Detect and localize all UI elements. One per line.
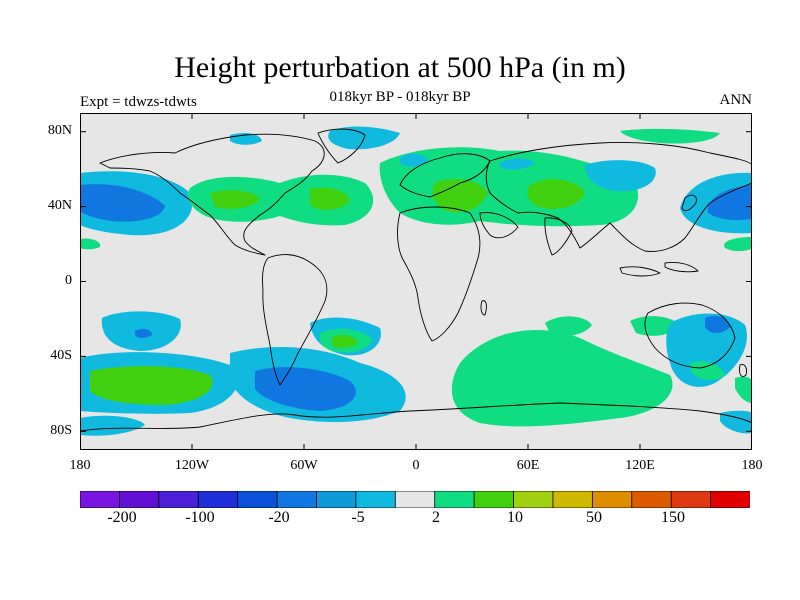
colorbar-swatch <box>158 491 199 508</box>
lon-label: 180 <box>741 458 763 473</box>
contour-region <box>135 328 152 338</box>
coastline-australia <box>644 302 736 369</box>
lat-label: 40N <box>47 198 72 213</box>
lat-label: 80S <box>50 423 72 438</box>
contour-region <box>451 330 673 427</box>
coastline-south-america <box>262 254 328 386</box>
colorbar-swatch <box>710 491 750 508</box>
contour-region <box>210 190 260 209</box>
contour-region <box>620 128 720 144</box>
colorbar-swatch <box>237 491 278 508</box>
contour-region <box>666 313 747 387</box>
experiment-label: Expt = tdwzs-tdwts <box>80 94 197 110</box>
lon-label: 0 <box>412 458 420 473</box>
colorbar-swatch <box>552 491 594 508</box>
lat-label: 80N <box>47 123 72 138</box>
coastline-japan <box>681 194 697 212</box>
plot-title: Height perturbation at 500 hPa (in m) <box>174 51 626 84</box>
colorbar-label: 10 <box>507 509 523 526</box>
colorbar-label: 2 <box>432 509 440 526</box>
lat-label: 0 <box>65 273 72 288</box>
contour-region <box>332 335 358 348</box>
contour-region <box>80 184 165 222</box>
colorbar-swatch <box>119 491 160 508</box>
coastline-india <box>544 217 573 256</box>
colorbar-label: -5 <box>351 509 365 526</box>
coastline-arabia <box>479 212 519 239</box>
coastline-new-zealand <box>739 364 747 377</box>
contour-region <box>255 367 356 411</box>
colorbar-swatch <box>276 491 318 508</box>
colorbar-swatch <box>80 491 121 508</box>
coastline-madagascar <box>480 300 487 316</box>
colorbar-label: 150 <box>661 509 685 526</box>
contour-fill-layer <box>80 126 752 436</box>
colorbar-swatch <box>591 491 633 508</box>
colorbar-label: -20 <box>268 509 290 526</box>
contour-region <box>705 315 730 333</box>
colorbar-swatch <box>434 491 475 508</box>
colorbar-label: -100 <box>185 509 215 526</box>
contour-region <box>500 158 535 170</box>
colorbar <box>80 491 750 508</box>
contour-region <box>707 185 752 221</box>
colorbar-swatch <box>631 491 672 508</box>
coastline-north-america <box>99 133 325 256</box>
contour-region <box>400 153 428 167</box>
coastline-asia <box>485 142 752 252</box>
contour-region <box>690 361 725 381</box>
contour-region <box>585 160 656 192</box>
coastline-indonesia <box>619 262 699 277</box>
contour-region <box>432 178 488 213</box>
contour-region <box>80 238 101 250</box>
lon-label: 60E <box>516 458 540 473</box>
colorbar-swatch <box>513 491 554 508</box>
map-ticks <box>80 113 752 450</box>
lon-label: 120E <box>625 458 655 473</box>
coastline-greenland <box>317 128 366 164</box>
contour-region <box>527 179 585 209</box>
colorbar-swatch <box>394 491 436 508</box>
contour-region <box>545 316 592 336</box>
season-label: ANN <box>719 92 753 108</box>
contour-region <box>720 410 752 434</box>
lon-label: 120W <box>174 458 210 473</box>
contour-region <box>188 174 374 226</box>
plot-subtitle: 018kyr BP - 018kyr BP <box>329 89 471 105</box>
colorbar-label: -200 <box>107 509 137 526</box>
contour-region <box>735 376 752 403</box>
lon-label: 180 <box>69 458 91 473</box>
colorbar-swatch <box>197 491 239 508</box>
colorbar-swatch <box>316 491 357 508</box>
coastlines <box>80 128 752 432</box>
contour-region <box>724 237 752 252</box>
contour-region <box>310 187 350 210</box>
colorbar-swatch <box>473 491 515 508</box>
contour-region <box>80 415 145 436</box>
lat-label: 40S <box>50 348 72 363</box>
coastline-antarctica <box>80 402 752 432</box>
coastline-europe <box>399 153 491 198</box>
colorbar-label: 50 <box>586 509 602 526</box>
map-panel <box>80 113 752 450</box>
colorbar-swatch <box>670 491 712 508</box>
colorbar-swatch <box>355 491 396 508</box>
lon-label: 60W <box>290 458 318 473</box>
coastline-africa <box>397 206 481 342</box>
contour-region <box>90 366 213 405</box>
